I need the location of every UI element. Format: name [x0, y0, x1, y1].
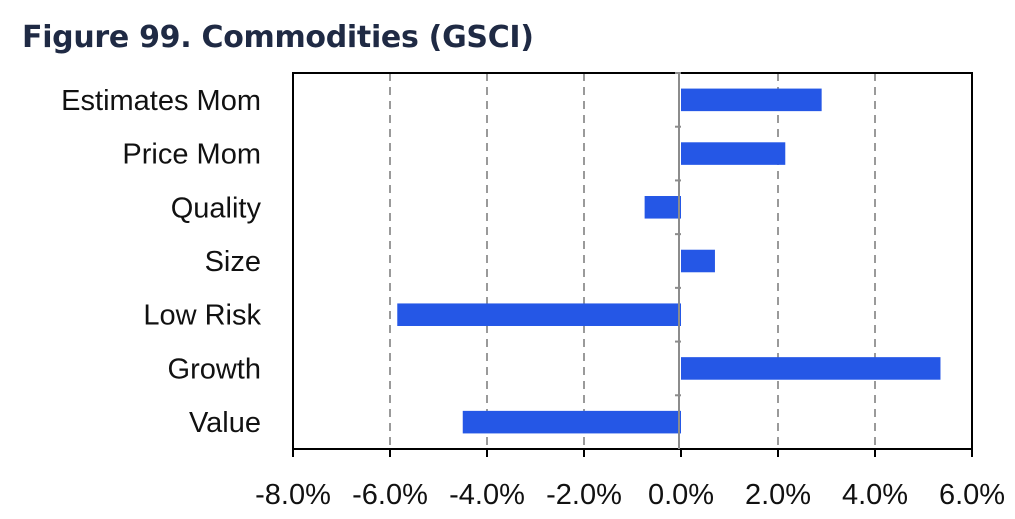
x-tick-label: 6.0% — [939, 479, 1005, 511]
x-ticks: -8.0% -6.0% -4.0% -2.0% 0.0% 2.0% 4.0% 6.0% — [255, 449, 1005, 511]
category-labels: Estimates Mom Price Mom Quality Size Low Ris… — [61, 72, 681, 439]
bar — [681, 88, 822, 112]
x-tick-label: -2.0% — [546, 479, 622, 511]
bar — [397, 303, 681, 326]
x-tick-label: 0.0% — [648, 479, 714, 511]
bar — [462, 410, 681, 434]
bar — [644, 196, 681, 219]
bar — [681, 249, 715, 273]
category-label: Quality — [171, 192, 262, 224]
category-label: Price Mom — [122, 139, 261, 171]
category-label: Size — [205, 246, 261, 278]
bar — [681, 357, 941, 380]
x-tick-label: 2.0% — [745, 479, 811, 511]
x-tick-label: 4.0% — [842, 479, 908, 511]
bar — [681, 142, 786, 165]
gridlines — [389, 73, 876, 449]
category-label: Low Risk — [143, 300, 261, 332]
chart-title: Figure 99. Commodities (GSCI) — [22, 20, 534, 55]
category-label: Estimates Mom — [61, 85, 261, 117]
x-tick-label: -4.0% — [449, 479, 525, 511]
bars — [397, 88, 941, 434]
category-label: Growth — [168, 353, 261, 385]
plot-frame — [292, 72, 973, 450]
x-tick-label: -6.0% — [352, 479, 428, 511]
category-label: Value — [189, 407, 261, 439]
x-tick-label: -8.0% — [255, 479, 331, 511]
